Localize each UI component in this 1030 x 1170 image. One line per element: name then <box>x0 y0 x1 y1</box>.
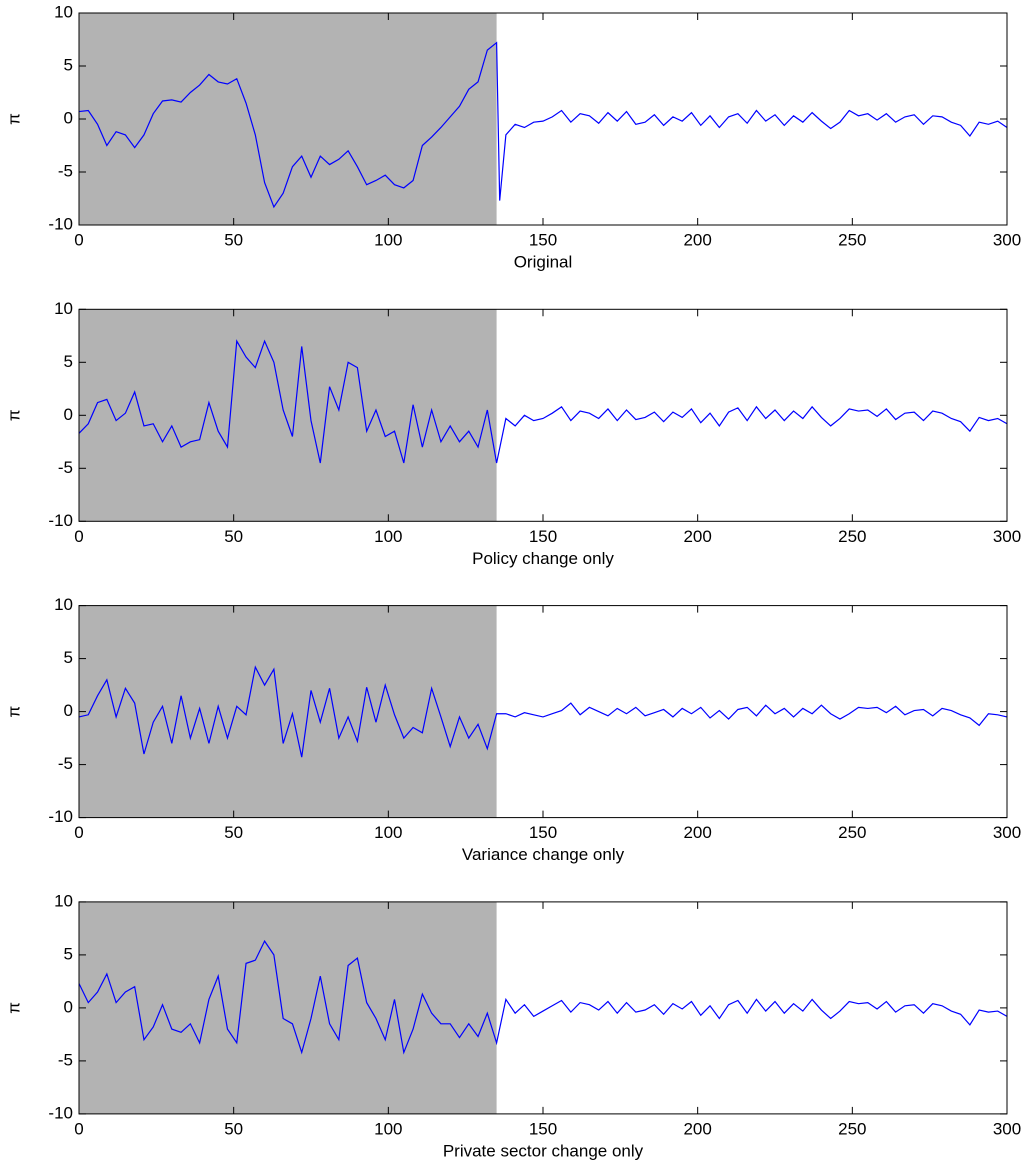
y-tick-label: -10 <box>48 511 73 530</box>
x-tick-label: 250 <box>838 230 866 249</box>
y-axis-label: π <box>4 706 23 718</box>
x-tick-label: 50 <box>224 1119 243 1138</box>
shaded-region <box>79 309 497 522</box>
x-tick-label: 300 <box>993 230 1021 249</box>
y-tick-label: -5 <box>58 458 73 477</box>
y-tick-label: -5 <box>58 754 73 773</box>
y-tick-label: 0 <box>64 701 73 720</box>
x-tick-label: 50 <box>224 527 243 546</box>
x-tick-label: 200 <box>683 527 711 546</box>
y-tick-label: 10 <box>54 299 73 318</box>
x-tick-label: 0 <box>74 527 83 546</box>
y-tick-label: 5 <box>64 944 73 963</box>
y-tick-label: -5 <box>58 161 73 180</box>
x-tick-label: 250 <box>838 527 866 546</box>
y-tick-label: 0 <box>64 405 73 424</box>
y-tick-label: 0 <box>64 108 73 127</box>
x-tick-label: 0 <box>74 823 83 842</box>
x-tick-label: 0 <box>74 1119 83 1138</box>
x-tick-label: 0 <box>74 230 83 249</box>
x-tick-label: 300 <box>993 1119 1021 1138</box>
y-tick-label: -10 <box>48 1103 73 1122</box>
y-tick-label: 5 <box>64 55 73 74</box>
x-tick-label: 250 <box>838 1119 866 1138</box>
x-tick-label: 200 <box>683 823 711 842</box>
x-tick-label: 100 <box>374 1119 402 1138</box>
data-line <box>78 665 1008 758</box>
x-axis-label: Original <box>514 252 573 271</box>
x-tick-label: 250 <box>838 823 866 842</box>
y-axis-label: π <box>4 1002 23 1014</box>
x-tick-label: 200 <box>683 1119 711 1138</box>
x-tick-label: 150 <box>529 1119 557 1138</box>
x-axis-label: Private sector change only <box>443 1141 644 1160</box>
y-tick-label: 0 <box>64 997 73 1016</box>
y-tick-label: -5 <box>58 1050 73 1069</box>
shaded-region <box>79 13 497 225</box>
y-tick-label: 10 <box>54 2 73 21</box>
data-line <box>78 41 1008 209</box>
x-tick-label: 50 <box>224 230 243 249</box>
x-axis-label: Variance change only <box>462 845 625 864</box>
shaded-region <box>79 901 497 1114</box>
x-axis-label: Policy change only <box>472 549 614 568</box>
x-tick-label: 300 <box>993 823 1021 842</box>
y-tick-label: 10 <box>54 891 73 910</box>
data-line <box>78 939 1008 1055</box>
y-tick-label: 5 <box>64 352 73 371</box>
x-tick-label: 150 <box>529 230 557 249</box>
x-tick-label: 150 <box>529 823 557 842</box>
y-axis-label: π <box>4 409 23 421</box>
y-tick-label: 10 <box>54 595 73 614</box>
y-tick-label: 5 <box>64 648 73 667</box>
y-axis-label: π <box>4 113 23 125</box>
x-tick-label: 100 <box>374 527 402 546</box>
x-tick-label: 50 <box>224 823 243 842</box>
x-tick-label: 200 <box>683 230 711 249</box>
x-tick-label: 100 <box>374 823 402 842</box>
x-tick-label: 150 <box>529 527 557 546</box>
data-line <box>78 339 1008 464</box>
shaded-region <box>79 605 497 818</box>
x-tick-label: 100 <box>374 230 402 249</box>
y-tick-label: -10 <box>48 214 73 233</box>
y-tick-label: -10 <box>48 807 73 826</box>
x-tick-label: 300 <box>993 527 1021 546</box>
